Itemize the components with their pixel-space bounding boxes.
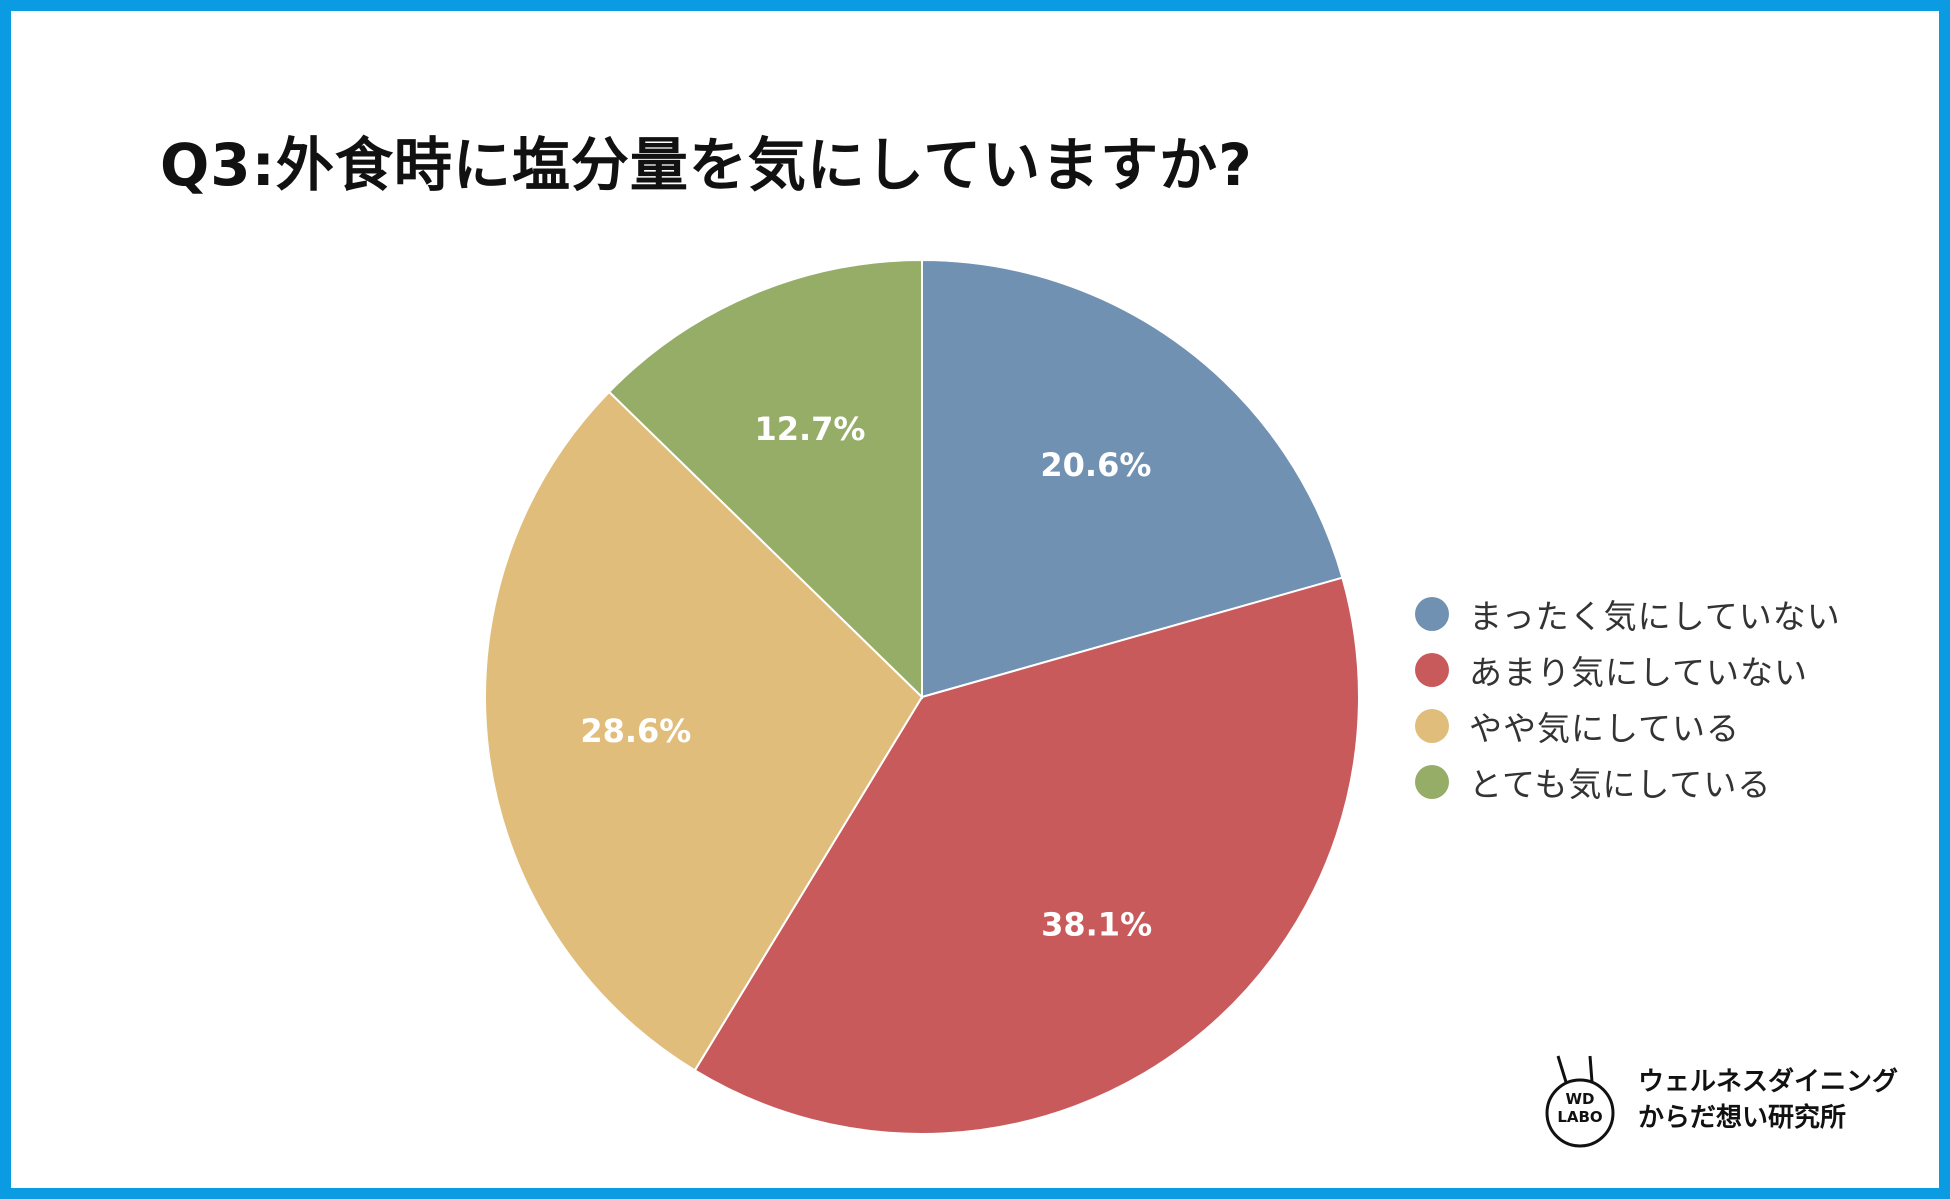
pie-slice-not-much	[693, 576, 1361, 1136]
legend-swatch	[1415, 597, 1449, 631]
legend-label: あまり気にしていない	[1469, 653, 1809, 692]
legend-swatch	[1415, 653, 1449, 687]
logo-text-line2: からだ想い研究所	[1638, 1103, 1847, 1133]
legend-item-not-at-all: まったく気にしていない	[1415, 586, 1841, 642]
pie-slice-very	[607, 258, 923, 700]
legend-label: やや気にしている	[1469, 709, 1741, 748]
legend-swatch	[1415, 709, 1449, 743]
legend-item-very: とても気にしている	[1415, 754, 1841, 810]
logo-abbr-line2: LABO	[1557, 1108, 1603, 1126]
wd-labo-logo: WD LABO ウェルネスダイニング からだ想い研究所	[1540, 1050, 1898, 1150]
chart-legend: まったく気にしていない あまり気にしていない やや気にしている とても気にしてい…	[1415, 586, 1841, 810]
pie-slice-somewhat	[484, 390, 924, 1072]
legend-label: とても気にしている	[1469, 765, 1772, 804]
slice-label-not-much: 38.1%	[1041, 906, 1152, 944]
slice-label-somewhat: 28.6%	[580, 712, 691, 750]
logo-abbr-line1: WD	[1565, 1090, 1595, 1108]
pie-slice-not-at-all	[921, 258, 1344, 699]
slice-label-not-at-all: 20.6%	[1040, 446, 1151, 484]
slice-label-very: 12.7%	[754, 410, 865, 448]
chart-title: Q3:外食時に塩分量を気にしていますか?	[160, 131, 1253, 199]
legend-item-somewhat: やや気にしている	[1415, 698, 1841, 754]
logo-text-line1: ウェルネスダイニング	[1638, 1067, 1899, 1097]
legend-label: まったく気にしていない	[1469, 597, 1841, 636]
legend-item-not-much: あまり気にしていない	[1415, 642, 1841, 698]
legend-swatch	[1415, 765, 1449, 799]
flask-icon: WD LABO	[1540, 1050, 1630, 1150]
